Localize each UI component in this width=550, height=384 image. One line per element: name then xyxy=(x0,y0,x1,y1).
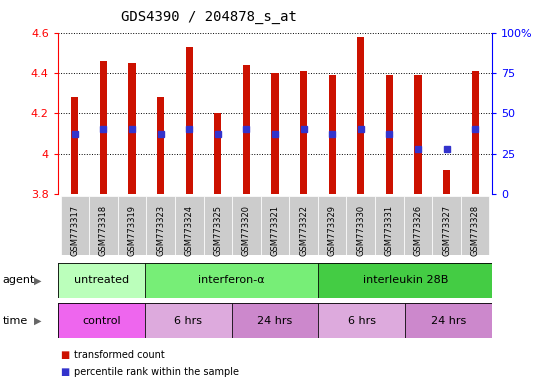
Bar xyxy=(232,196,261,255)
Bar xyxy=(443,170,450,194)
Bar xyxy=(214,113,222,194)
Bar xyxy=(204,196,232,255)
Bar xyxy=(414,75,421,194)
Text: interleukin 28B: interleukin 28B xyxy=(362,275,448,285)
Text: GSM773323: GSM773323 xyxy=(156,205,165,256)
Bar xyxy=(318,303,405,338)
Bar xyxy=(243,65,250,194)
Bar xyxy=(432,196,461,255)
Text: interferon-α: interferon-α xyxy=(198,275,265,285)
Text: GSM773328: GSM773328 xyxy=(471,205,480,256)
Text: GSM773331: GSM773331 xyxy=(385,205,394,256)
Text: GSM773319: GSM773319 xyxy=(128,205,136,256)
Bar xyxy=(386,75,393,194)
Text: GSM773327: GSM773327 xyxy=(442,205,451,256)
Bar xyxy=(272,73,278,194)
Text: GSM773322: GSM773322 xyxy=(299,205,308,256)
Bar xyxy=(346,196,375,255)
Bar xyxy=(58,263,145,298)
Bar xyxy=(175,196,204,255)
Text: GSM773324: GSM773324 xyxy=(185,205,194,256)
Text: agent: agent xyxy=(3,275,35,285)
Bar xyxy=(461,196,490,255)
Bar xyxy=(118,196,146,255)
Bar xyxy=(100,61,107,194)
Text: ■: ■ xyxy=(60,350,70,360)
Text: GSM773321: GSM773321 xyxy=(271,205,279,256)
Bar xyxy=(471,71,478,194)
Bar xyxy=(300,71,307,194)
Text: percentile rank within the sample: percentile rank within the sample xyxy=(74,367,239,377)
Text: 24 hrs: 24 hrs xyxy=(431,316,466,326)
Bar xyxy=(404,196,432,255)
Bar xyxy=(186,47,193,194)
Text: GSM773320: GSM773320 xyxy=(242,205,251,256)
Bar xyxy=(145,303,232,338)
Text: untreated: untreated xyxy=(74,275,129,285)
Text: 6 hrs: 6 hrs xyxy=(174,316,202,326)
Bar xyxy=(232,303,318,338)
Bar xyxy=(58,303,145,338)
Bar xyxy=(89,196,118,255)
Text: ▶: ▶ xyxy=(34,316,41,326)
Text: GSM773317: GSM773317 xyxy=(70,205,79,256)
Bar xyxy=(405,303,492,338)
Bar xyxy=(145,263,318,298)
Text: ■: ■ xyxy=(60,367,70,377)
Bar xyxy=(129,63,136,194)
Bar xyxy=(289,196,318,255)
Text: transformed count: transformed count xyxy=(74,350,165,360)
Text: control: control xyxy=(82,316,120,326)
Text: GSM773330: GSM773330 xyxy=(356,205,365,256)
Text: GDS4390 / 204878_s_at: GDS4390 / 204878_s_at xyxy=(121,10,297,23)
Text: GSM773326: GSM773326 xyxy=(414,205,422,256)
Bar xyxy=(261,196,289,255)
Bar xyxy=(60,196,89,255)
Bar xyxy=(157,97,164,194)
Bar xyxy=(318,263,492,298)
Bar xyxy=(375,196,404,255)
Text: 24 hrs: 24 hrs xyxy=(257,316,293,326)
Text: 6 hrs: 6 hrs xyxy=(348,316,376,326)
Bar xyxy=(328,75,336,194)
Text: GSM773325: GSM773325 xyxy=(213,205,222,256)
Bar xyxy=(72,97,79,194)
Bar xyxy=(146,196,175,255)
Text: ▶: ▶ xyxy=(34,275,41,285)
Text: GSM773318: GSM773318 xyxy=(99,205,108,256)
Bar xyxy=(318,196,346,255)
Bar xyxy=(357,36,364,194)
Text: time: time xyxy=(3,316,28,326)
Text: GSM773329: GSM773329 xyxy=(328,205,337,256)
